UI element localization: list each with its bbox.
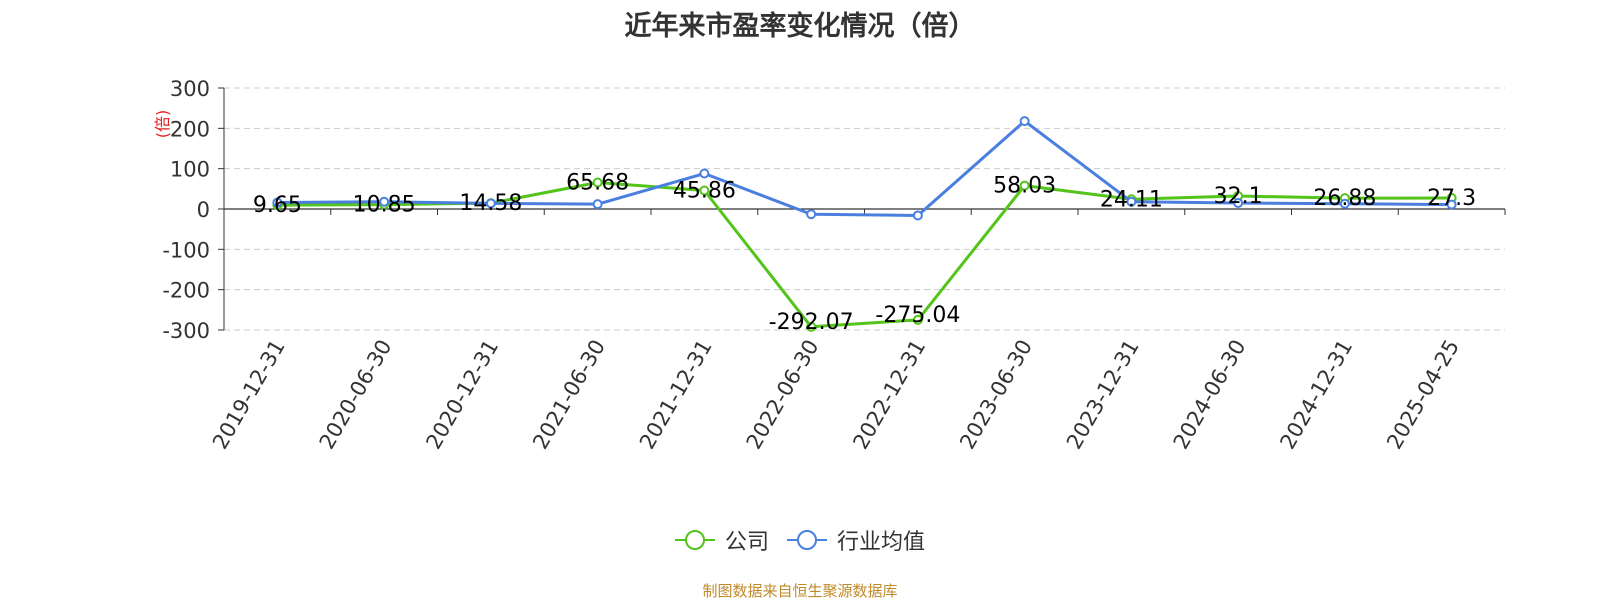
legend-item-industry[interactable]: 行业均值	[787, 524, 925, 556]
legend-label-industry: 行业均值	[837, 530, 926, 555]
legend-label-company: 公司	[724, 530, 769, 555]
data-point-company	[1019, 180, 1030, 191]
y-tick-label: 200	[170, 117, 210, 141]
data-label: 14.58	[459, 191, 522, 216]
chart-title: 近年来市盈率变化情况（倍）	[624, 11, 976, 42]
data-label: -292.07	[769, 310, 854, 335]
data-point-company	[699, 185, 710, 196]
x-axis: 2019-12-31 2020-06-30 2020-12-31 2021-06-30…	[208, 208, 1506, 454]
data-labels: 9.65 10.85 14.58 65.68 45.86 -292.07 -275.04 58…	[253, 171, 1476, 335]
series-line-industry	[277, 119, 1452, 217]
data-point-company	[806, 321, 817, 332]
data-label: 65.68	[566, 171, 629, 196]
data-point-industry	[699, 168, 710, 179]
x-tick-label: 2022-12-31	[848, 336, 930, 454]
data-point-industry	[379, 196, 390, 207]
data-label: 9.65	[253, 193, 302, 218]
x-tick-label: 2020-06-30	[315, 336, 397, 454]
y-tick-label: 300	[170, 77, 210, 101]
data-point-industry	[1126, 196, 1137, 207]
y-axis: 300 200 100 0 -100 -200 -300 (倍)	[153, 77, 225, 343]
data-point-industry	[592, 199, 603, 210]
y-axis-label: (倍)	[153, 110, 172, 139]
data-point-industry	[272, 197, 283, 208]
x-tick-label: 2024-12-31	[1275, 336, 1357, 454]
data-point-industry	[1019, 116, 1030, 127]
legend-company-swatch-icon	[674, 530, 715, 550]
x-tick-label: 2021-12-31	[635, 336, 717, 454]
series-layer	[272, 116, 1457, 332]
data-label: 24.11	[1100, 187, 1163, 212]
data-point-company	[592, 177, 603, 188]
data-label: 45.86	[673, 179, 736, 204]
y-tick-label: 100	[170, 158, 210, 182]
y-tick-label: -300	[162, 319, 210, 343]
grid-lines	[224, 87, 1505, 331]
data-point-industry	[912, 210, 923, 221]
x-tick-label: 2024-06-30	[1169, 336, 1251, 454]
data-point-industry	[1339, 198, 1350, 209]
data-label: 32.1	[1214, 184, 1263, 209]
x-tick-label: 2023-06-30	[955, 336, 1037, 454]
data-point-industry	[806, 209, 817, 220]
data-point-industry	[1446, 199, 1457, 210]
data-label: -275.04	[875, 303, 960, 328]
y-tick-label: -200	[162, 279, 210, 303]
x-tick-label: 2020-12-31	[421, 336, 503, 454]
legend: 公司 行业均值	[0, 522, 1600, 558]
x-tick-label: 2022-06-30	[742, 336, 824, 454]
data-label: 27.3	[1427, 186, 1476, 211]
data-label: 26.88	[1313, 186, 1376, 211]
data-point-company	[912, 314, 923, 325]
data-point-industry	[485, 198, 496, 209]
y-tick-label: -100	[162, 238, 210, 262]
legend-item-company[interactable]: 公司	[674, 524, 769, 556]
source-note: 制图数据来自恒生聚源数据库	[702, 582, 898, 600]
x-tick-label: 2021-06-30	[528, 336, 610, 454]
data-label: 58.03	[993, 174, 1056, 199]
x-tick-label: 2019-12-31	[208, 336, 290, 454]
x-tick-label: 2025-04-25	[1382, 336, 1464, 454]
y-tick-label: 0	[197, 198, 210, 222]
x-tick-label: 2023-12-31	[1062, 336, 1144, 454]
legend-industry-swatch-icon	[787, 530, 827, 550]
data-label: 10.85	[353, 193, 416, 218]
data-point-industry	[1233, 197, 1244, 208]
